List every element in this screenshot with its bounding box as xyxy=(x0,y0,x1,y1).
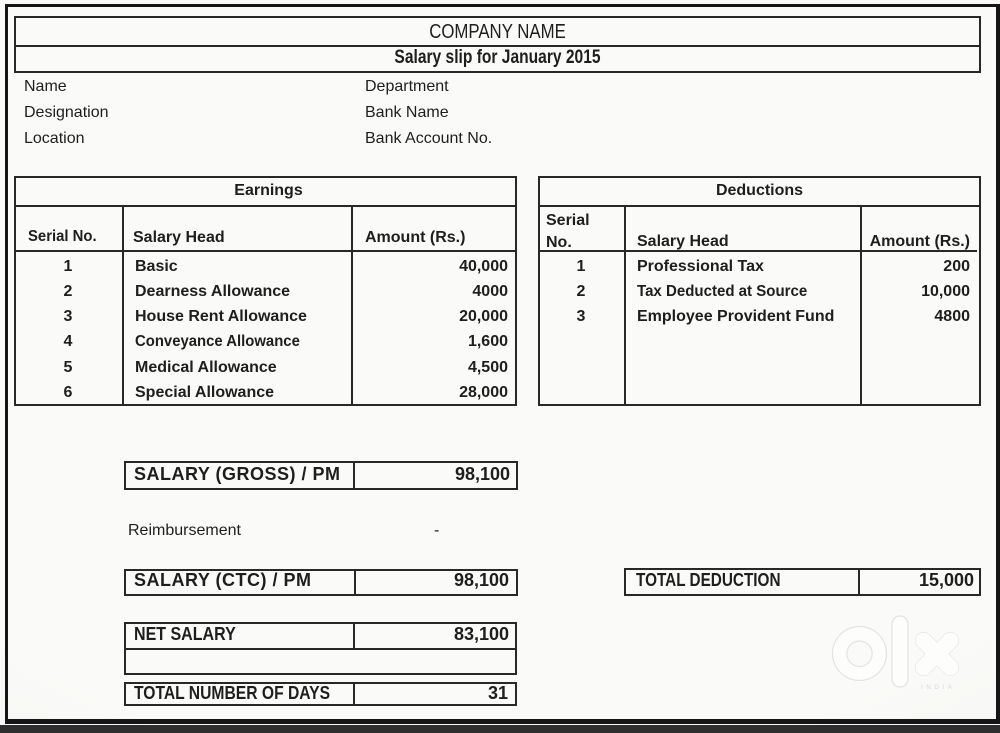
svg-text:INDIA: INDIA xyxy=(921,684,955,691)
